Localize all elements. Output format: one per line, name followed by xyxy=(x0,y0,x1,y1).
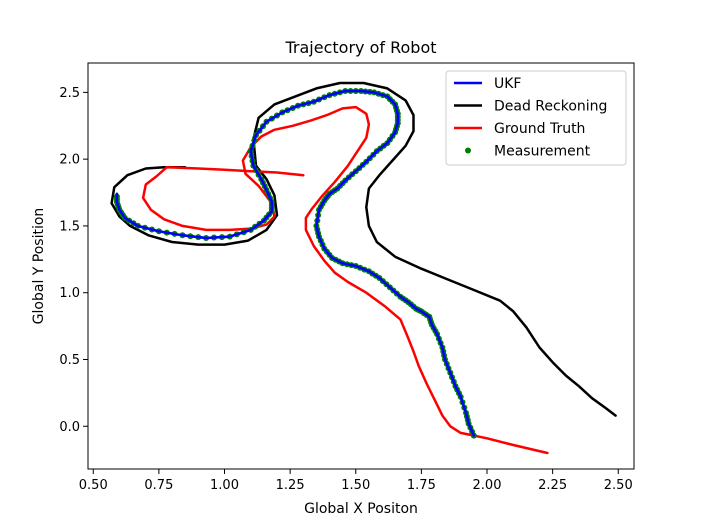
x-tick-label: 1.25 xyxy=(276,478,305,493)
y-tick-label: 1.5 xyxy=(59,219,80,234)
y-axis-label: Global Y Position xyxy=(31,208,47,325)
x-tick-label: 1.00 xyxy=(210,478,239,493)
x-tick-label: 2.00 xyxy=(473,478,502,493)
chart-title: Trajectory of Robot xyxy=(285,38,437,57)
x-tick-label: 2.50 xyxy=(604,478,633,493)
legend: UKF Dead Reckoning Ground Truth Measurement xyxy=(445,70,627,166)
legend-box xyxy=(445,70,627,166)
legend-label: Ground Truth xyxy=(494,121,585,137)
legend-label: Dead Reckoning xyxy=(494,99,607,115)
x-tick-label: 2.25 xyxy=(538,478,567,493)
ground-truth-line xyxy=(141,105,549,455)
dead-reckoning-line xyxy=(110,81,617,417)
series-layer xyxy=(110,81,617,455)
y-tick-label: 2.0 xyxy=(59,153,80,168)
x-tick-label: 0.75 xyxy=(144,478,173,493)
y-tick-label: 2.5 xyxy=(59,86,80,101)
x-axis-label: Global X Positon xyxy=(304,501,418,517)
y-tick-label: 0.0 xyxy=(59,420,80,435)
x-tick-label: 1.50 xyxy=(341,478,370,493)
legend-marker xyxy=(465,147,471,154)
legend-label: Measurement xyxy=(494,144,591,160)
ukf-overlay-line xyxy=(115,89,476,437)
axis-layer: 0.50 0.75 1.00 1.25 1.50 1.75 2.00 2.25 2.50 0.0 0… xyxy=(59,86,632,493)
legend-label: UKF xyxy=(494,76,521,92)
plot-frame xyxy=(87,62,635,470)
y-tick-label: 0.5 xyxy=(59,353,80,368)
y-tick-label: 1.0 xyxy=(59,286,80,301)
x-tick-label: 0.50 xyxy=(79,478,108,493)
x-tick-label: 1.75 xyxy=(407,478,436,493)
